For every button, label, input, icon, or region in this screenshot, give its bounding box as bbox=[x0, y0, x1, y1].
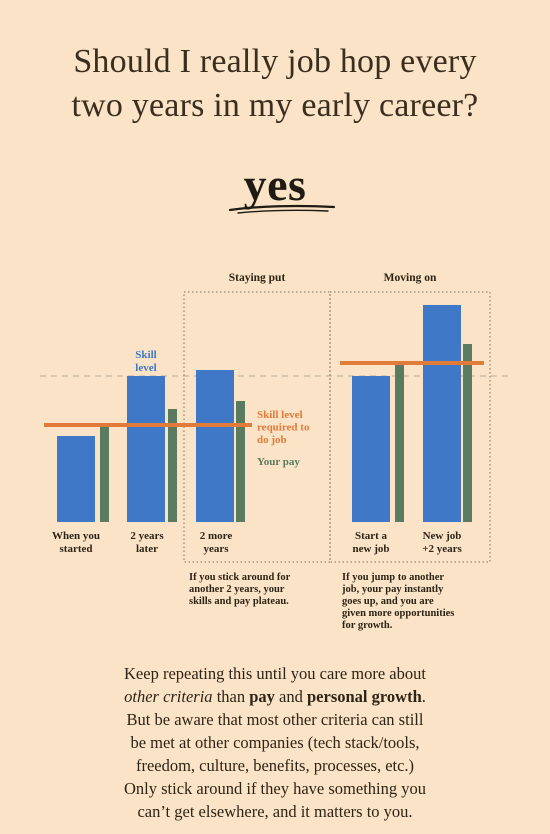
category-label: new job bbox=[353, 543, 390, 555]
skill-bar bbox=[352, 376, 390, 522]
pay-bar bbox=[100, 425, 109, 522]
answer-underline bbox=[228, 204, 336, 214]
moving-on-box bbox=[329, 291, 491, 563]
group-title: Moving on bbox=[384, 272, 437, 284]
answer-heading: yes bbox=[243, 159, 307, 210]
page-title: Should I really job hop every two years … bbox=[0, 40, 550, 128]
skill-bar bbox=[196, 370, 234, 522]
category-label: +2 years bbox=[422, 543, 462, 555]
bottom-line-4: be met at other companies (tech stack/to… bbox=[130, 733, 420, 752]
skill-bar bbox=[423, 305, 461, 522]
category-label: started bbox=[60, 543, 93, 555]
bottom-line-5: freedom, culture, benefits, processes, e… bbox=[135, 756, 415, 775]
staying-put-note: another 2 years, your bbox=[189, 584, 285, 595]
title-line-2: two years in my early career? bbox=[71, 87, 479, 124]
staying-put-note: If you stick around for bbox=[189, 572, 291, 583]
category-label: When you bbox=[52, 530, 100, 542]
moving-on-note: job, your pay instantly bbox=[341, 584, 444, 595]
skill-bar bbox=[57, 436, 95, 522]
bottom-line-7: can’t get elsewhere, and it matters to y… bbox=[137, 802, 413, 821]
pay-text: pay bbox=[249, 687, 275, 706]
bottom-line-1: Keep repeating this until you care more … bbox=[124, 664, 426, 683]
category-label: years bbox=[203, 543, 229, 555]
required-skill-label: do job bbox=[257, 434, 287, 446]
other-criteria-text: other criteria bbox=[124, 687, 213, 706]
bottom-text: Keep repeating this until you care more … bbox=[40, 662, 510, 823]
bottom-line-2-end: . bbox=[421, 687, 426, 706]
required-skill-label: required to bbox=[257, 422, 310, 434]
pay-bar bbox=[236, 401, 245, 522]
bottom-line-6: Only stick around if they have something… bbox=[124, 779, 426, 798]
bottom-line-2: other criteria than pay and personal gro… bbox=[40, 685, 510, 708]
skill-bar bbox=[127, 376, 165, 522]
moving-on-note: goes up, and you are bbox=[342, 596, 434, 607]
category-label: 2 more bbox=[200, 530, 233, 542]
group-title: Staying put bbox=[229, 272, 286, 284]
your-pay-label: Your pay bbox=[257, 456, 300, 468]
skill-level-label: level bbox=[135, 362, 156, 374]
bottom-line-3: But be aware that most other criteria ca… bbox=[126, 710, 424, 729]
moving-on-note: If you jump to another bbox=[342, 572, 444, 583]
skill-level-label: Skill bbox=[135, 349, 156, 361]
staying-put-note: skills and pay plateau. bbox=[189, 596, 289, 607]
pay-bar bbox=[463, 344, 472, 522]
category-label: Start a bbox=[355, 530, 388, 542]
bottom-line-2-mid: than bbox=[212, 687, 250, 706]
category-label: New job bbox=[423, 530, 462, 542]
moving-on-note: for growth. bbox=[342, 620, 393, 631]
personal-growth-text: personal growth bbox=[307, 687, 422, 706]
pay-bar bbox=[395, 363, 404, 522]
pay-bar bbox=[168, 409, 177, 522]
category-label: 2 years bbox=[130, 530, 164, 542]
bottom-line-2-and: and bbox=[274, 687, 307, 706]
category-label: later bbox=[136, 543, 158, 555]
moving-on-note: given more opportunities bbox=[342, 608, 454, 619]
title-line-1: Should I really job hop every bbox=[73, 43, 477, 80]
required-skill-label: Skill level bbox=[257, 409, 303, 421]
